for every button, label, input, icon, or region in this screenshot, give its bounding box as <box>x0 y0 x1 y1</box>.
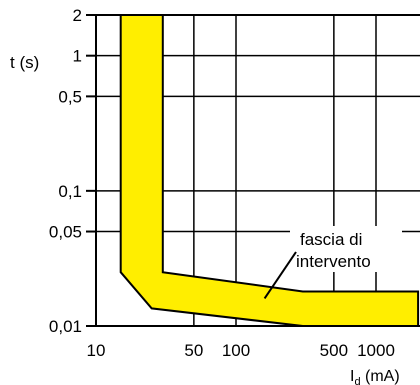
trip-band <box>119 14 420 327</box>
y-tick-label-2: 0,5 <box>58 87 82 106</box>
x-tick-label-4: 1000 <box>357 341 395 360</box>
annotation-leader-line <box>263 251 297 299</box>
y-tick-label-5: 0,01 <box>49 317 82 336</box>
y-axis-label: t (s) <box>10 53 39 72</box>
x-tick-label-3: 500 <box>320 341 348 360</box>
x-axis-label: Id (mA) <box>350 368 400 385</box>
y-tick-label-1: 1 <box>73 47 82 66</box>
y-tick-label-4: 0,05 <box>49 223 82 242</box>
annotation-background <box>290 226 402 272</box>
x-tick-label-2: 100 <box>222 341 250 360</box>
annotation-line-2: intervento <box>296 252 371 271</box>
x-tick-label-0: 10 <box>87 341 106 360</box>
y-tick-label-0: 2 <box>73 6 82 25</box>
annotation-line-1: fascia di <box>300 230 362 249</box>
y-ticks: 2 1 0,5 0,1 0,05 0,01 <box>49 6 96 336</box>
x-ticks: 10 50 100 500 1000 <box>87 341 395 360</box>
y-tick-label-3: 0,1 <box>58 182 82 201</box>
axes <box>95 14 420 327</box>
x-tick-label-1: 50 <box>184 341 203 360</box>
